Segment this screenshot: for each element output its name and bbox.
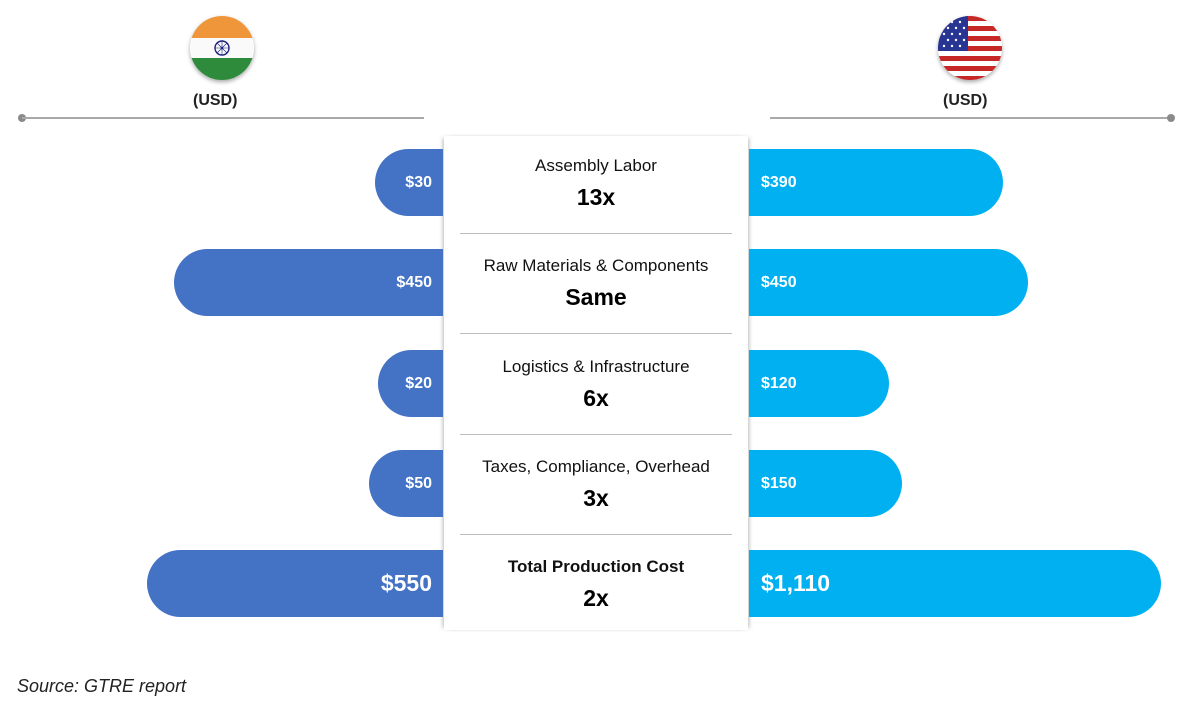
usa-value-label: $120: [761, 374, 797, 392]
right-unit-label: (USD): [943, 92, 988, 109]
usa-flag-icon: [938, 16, 1002, 80]
source-note: Source: GTRE report: [17, 676, 187, 696]
right-axis-line: [770, 117, 1172, 119]
usa-bar-total-production-cost: $1,110: [749, 550, 1161, 617]
category-assembly-labor: Assembly Labor 13x: [444, 156, 748, 210]
category-label: Assembly Labor: [535, 156, 657, 175]
india-value-label: $450: [396, 273, 432, 291]
category-taxes-compliance-overhead: Taxes, Compliance, Overhead 3x: [444, 457, 748, 511]
india-bar-taxes-compliance-overhead: $50: [369, 450, 443, 517]
india-value-label: $50: [405, 474, 432, 492]
india-flag-icon: [190, 16, 254, 80]
category-total-production-cost: Total Production Cost 2x: [444, 557, 748, 611]
category-label: Total Production Cost: [507, 557, 685, 576]
india-value-label: $20: [405, 374, 432, 392]
usa-bar-logistics-infrastructure: $120: [749, 350, 890, 417]
india-bar-raw-materials-components: $450: [173, 249, 443, 316]
ratio-label: 3x: [583, 485, 609, 511]
right-axis-endpoint: [1167, 114, 1175, 122]
category-raw-materials-components: Raw Materials & Components Same: [444, 256, 748, 310]
category-label: Raw Materials & Components: [483, 256, 709, 275]
row-divider: [460, 434, 732, 435]
usa-value-label: $1,110: [761, 570, 831, 596]
ratio-label: Same: [565, 284, 627, 310]
left-unit-label: (USD): [193, 92, 238, 109]
india-value-label: $30: [405, 173, 432, 191]
usa-value-label: $390: [761, 173, 797, 191]
india-bar-total-production-cost: $550: [146, 550, 443, 617]
row-divider: [460, 534, 732, 535]
ratio-label: 6x: [583, 385, 609, 411]
row-divider: [460, 333, 732, 334]
usa-bar-taxes-compliance-overhead: $150: [749, 450, 902, 517]
india-value-label: $550: [380, 570, 432, 596]
ratio-label: 13x: [576, 184, 616, 210]
india-bar-assembly-labor: $30: [375, 149, 443, 216]
row-divider: [460, 233, 732, 234]
usa-bar-raw-materials-components: $450: [749, 249, 1028, 316]
usa-value-label: $150: [761, 474, 797, 492]
category-label: Logistics & Infrastructure: [502, 357, 690, 376]
category-panel: [444, 136, 748, 630]
ratio-label: 2x: [583, 585, 609, 611]
left-axis-line: [22, 117, 424, 119]
india-bar-logistics-infrastructure: $20: [378, 350, 443, 417]
usa-value-label: $450: [761, 273, 797, 291]
category-label: Taxes, Compliance, Overhead: [482, 457, 710, 476]
usa-bar-assembly-labor: $390: [749, 149, 1003, 216]
category-logistics-infrastructure: Logistics & Infrastructure 6x: [444, 357, 748, 411]
